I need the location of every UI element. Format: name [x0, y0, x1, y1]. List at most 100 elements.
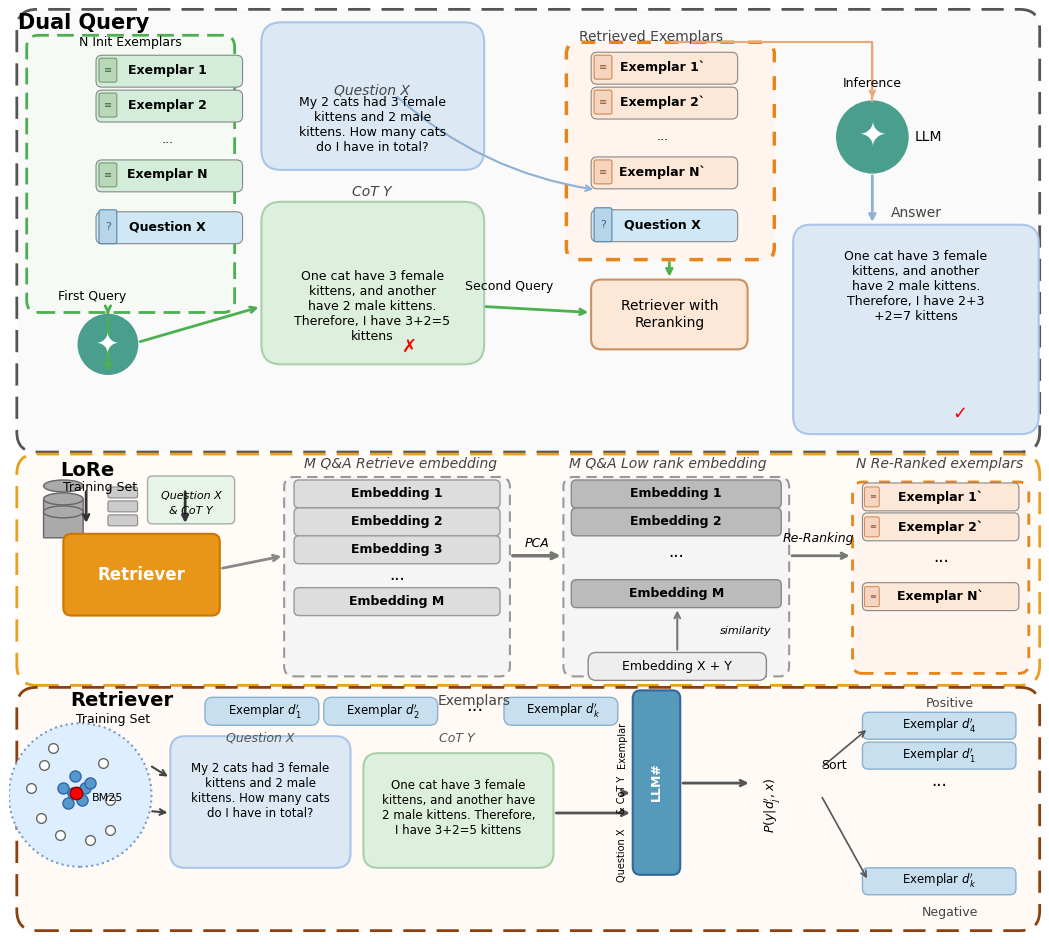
- Text: M Q&A Retrieve embedding: M Q&A Retrieve embedding: [303, 457, 496, 471]
- Text: Question X: Question X: [227, 732, 295, 745]
- Text: ✦: ✦: [97, 330, 120, 359]
- Text: ...: ...: [389, 565, 405, 583]
- FancyBboxPatch shape: [864, 586, 879, 607]
- Text: Exemplar $d_k'$: Exemplar $d_k'$: [527, 702, 600, 720]
- Text: LoRe: LoRe: [61, 461, 114, 480]
- Text: Question X: Question X: [617, 828, 627, 882]
- FancyBboxPatch shape: [862, 513, 1019, 541]
- FancyBboxPatch shape: [17, 687, 1040, 931]
- Text: N Init Exemplars: N Init Exemplars: [80, 36, 183, 49]
- Text: Exemplar $d_2'$: Exemplar $d_2'$: [346, 702, 420, 720]
- FancyBboxPatch shape: [563, 477, 789, 677]
- Text: Question X: Question X: [335, 83, 410, 97]
- FancyBboxPatch shape: [261, 202, 485, 364]
- Text: Question X: Question X: [129, 220, 206, 233]
- Text: ...: ...: [668, 543, 684, 561]
- Text: Embedding 2: Embedding 2: [351, 515, 443, 529]
- Text: Embedding X + Y: Embedding X + Y: [622, 660, 732, 673]
- Text: Embedding 1: Embedding 1: [351, 487, 443, 500]
- FancyBboxPatch shape: [294, 588, 500, 615]
- FancyBboxPatch shape: [853, 482, 1029, 673]
- Text: $P(y|d_j',x)$: $P(y|d_j',x)$: [764, 777, 784, 833]
- FancyBboxPatch shape: [864, 487, 879, 507]
- FancyBboxPatch shape: [99, 59, 116, 82]
- Text: Exemplar 1`: Exemplar 1`: [620, 60, 705, 74]
- Circle shape: [8, 723, 151, 867]
- FancyBboxPatch shape: [592, 157, 737, 189]
- Text: ?: ?: [105, 222, 111, 231]
- FancyBboxPatch shape: [148, 476, 235, 524]
- Text: Embedding M: Embedding M: [628, 587, 724, 600]
- Text: LLM: LLM: [915, 130, 942, 144]
- Text: Embedding M: Embedding M: [349, 595, 445, 608]
- FancyBboxPatch shape: [294, 480, 500, 508]
- FancyBboxPatch shape: [594, 208, 612, 242]
- Text: Retriever with
Reranking: Retriever with Reranking: [621, 299, 719, 329]
- FancyBboxPatch shape: [17, 9, 1040, 452]
- Text: Retriever: Retriever: [70, 691, 173, 710]
- FancyBboxPatch shape: [864, 517, 879, 537]
- Text: M Q&A Low rank embedding: M Q&A Low rank embedding: [569, 457, 766, 471]
- Text: Retriever: Retriever: [98, 565, 186, 583]
- Text: ≡: ≡: [869, 592, 876, 601]
- Text: CoT Y: CoT Y: [438, 732, 474, 745]
- Text: ✓: ✓: [951, 405, 967, 423]
- FancyBboxPatch shape: [324, 698, 437, 725]
- Text: N Re-Ranked exemplars: N Re-Ranked exemplars: [856, 457, 1024, 471]
- FancyBboxPatch shape: [363, 753, 554, 868]
- FancyBboxPatch shape: [862, 742, 1015, 769]
- Circle shape: [79, 314, 137, 374]
- FancyBboxPatch shape: [592, 52, 737, 84]
- FancyBboxPatch shape: [63, 533, 220, 615]
- FancyBboxPatch shape: [572, 580, 782, 608]
- Ellipse shape: [44, 480, 83, 492]
- FancyBboxPatch shape: [594, 160, 612, 184]
- Text: My 2 cats had 3 female
kittens and 2 male
kittens. How many cats
do I have in to: My 2 cats had 3 female kittens and 2 mal…: [299, 96, 446, 154]
- Ellipse shape: [44, 493, 83, 505]
- Text: similarity: similarity: [720, 626, 771, 635]
- Text: Answer: Answer: [891, 206, 941, 220]
- Text: ?: ?: [600, 220, 606, 229]
- Text: Exemplar $d_1'$: Exemplar $d_1'$: [902, 746, 976, 764]
- FancyBboxPatch shape: [572, 508, 782, 536]
- Text: ···: ···: [466, 702, 483, 720]
- FancyBboxPatch shape: [594, 90, 612, 114]
- FancyBboxPatch shape: [170, 736, 350, 868]
- Text: Exemplars: Exemplars: [437, 695, 511, 708]
- FancyBboxPatch shape: [44, 500, 83, 538]
- FancyBboxPatch shape: [566, 42, 774, 260]
- Text: Exemplar 1`: Exemplar 1`: [898, 490, 983, 504]
- FancyBboxPatch shape: [17, 454, 1040, 685]
- Text: Exemplar 1: Exemplar 1: [128, 63, 207, 76]
- FancyBboxPatch shape: [261, 23, 485, 170]
- Text: Embedding 2: Embedding 2: [630, 515, 722, 529]
- FancyBboxPatch shape: [99, 210, 116, 244]
- Text: ...: ...: [933, 548, 948, 565]
- Text: LLM#: LLM#: [650, 762, 663, 801]
- FancyBboxPatch shape: [97, 160, 242, 192]
- Text: Exemplar $d_1'$: Exemplar $d_1'$: [228, 702, 301, 720]
- FancyBboxPatch shape: [99, 163, 116, 187]
- Text: CoT Y: CoT Y: [352, 185, 392, 199]
- Text: Re-Ranking: Re-Ranking: [784, 532, 855, 546]
- FancyBboxPatch shape: [633, 690, 680, 875]
- Text: Exemplar N`: Exemplar N`: [897, 590, 984, 603]
- Text: Inference: Inference: [842, 76, 902, 90]
- Text: Embedding 1: Embedding 1: [630, 487, 722, 500]
- Text: Question X: Question X: [160, 491, 221, 501]
- FancyBboxPatch shape: [108, 487, 137, 497]
- Circle shape: [837, 101, 908, 173]
- Text: ≡: ≡: [599, 97, 607, 107]
- FancyBboxPatch shape: [592, 87, 737, 119]
- Text: Exemplar $d_4'$: Exemplar $d_4'$: [902, 716, 976, 734]
- FancyBboxPatch shape: [108, 514, 137, 526]
- Text: First Query: First Query: [59, 290, 127, 303]
- FancyBboxPatch shape: [793, 225, 1039, 434]
- Text: Training Set: Training Set: [77, 713, 150, 726]
- Text: ≡: ≡: [599, 62, 607, 72]
- Text: PCA: PCA: [524, 537, 549, 550]
- Text: ≡: ≡: [599, 167, 607, 177]
- Text: Positive: Positive: [925, 697, 973, 710]
- Text: ≡: ≡: [869, 522, 876, 531]
- Text: Exemplar 2`: Exemplar 2`: [898, 520, 983, 533]
